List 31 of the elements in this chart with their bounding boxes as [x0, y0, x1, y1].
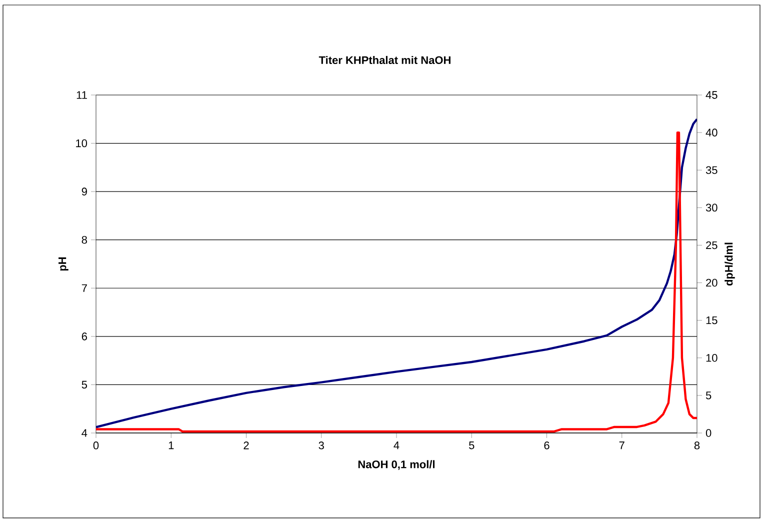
y2-tick-label: 25: [706, 241, 718, 250]
x-tick-label: 8: [694, 442, 700, 450]
x-tick-label: 3: [318, 442, 324, 450]
y-tick-label: 4: [82, 429, 88, 437]
y-tick-label: 6: [82, 332, 87, 340]
y-tick-label: 10: [76, 139, 88, 148]
y2-axis-title: dpH/dml: [724, 242, 735, 286]
y2-tick-label: 0: [706, 429, 712, 437]
y2-tick-label: 40: [706, 128, 718, 136]
x-tick-label: 0: [93, 442, 99, 450]
x-tick-label: 7: [619, 442, 624, 450]
x-tick-label: 2: [244, 442, 249, 450]
x-tick-label: 6: [544, 442, 550, 450]
y2-tick-label: 30: [706, 204, 718, 212]
y2-tick-label: 5: [706, 392, 712, 400]
y-tick-label: 11: [76, 91, 87, 99]
y-tick-label: 5: [82, 380, 88, 389]
x-tick-label: 1: [168, 442, 174, 450]
x-axis-title: NaOH 0,1 mol/l: [358, 460, 435, 470]
x-tick-label: 5: [469, 442, 474, 450]
x-tick-label: 4: [394, 442, 400, 450]
y-axis-title: pH: [58, 257, 68, 271]
y2-tick-label: 15: [706, 316, 718, 324]
y2-tick-label: 10: [706, 354, 718, 362]
y-tick-label: 8: [82, 236, 87, 244]
chart-title: Titer KHPthalat mit NaOH: [318, 56, 450, 64]
y-tick-label: 9: [82, 188, 87, 196]
y2-tick-label: 35: [706, 166, 718, 174]
y2-tick-label: 45: [706, 91, 718, 99]
y-tick-label: 7: [82, 284, 87, 292]
y2-tick-label: 20: [706, 278, 718, 287]
